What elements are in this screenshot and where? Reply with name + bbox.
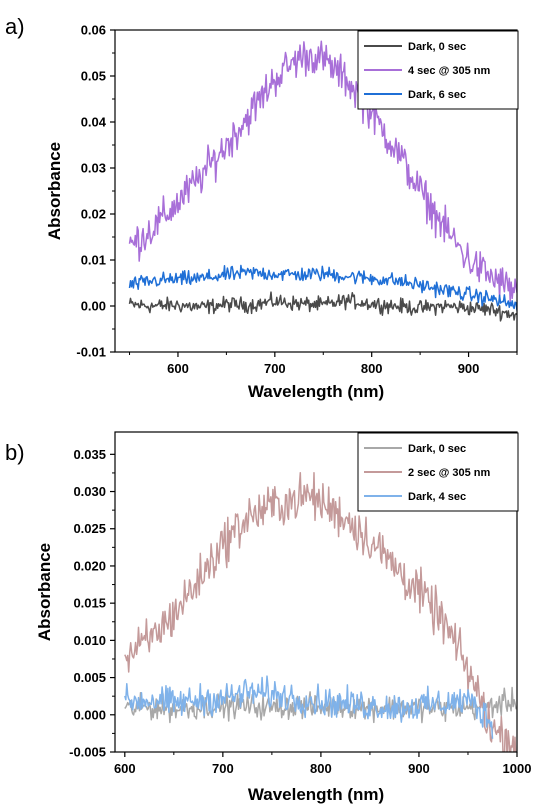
panel-a-y-tick-label: 0.06 bbox=[81, 23, 106, 38]
panel-a-y-tick-label: 0.00 bbox=[81, 299, 106, 314]
panel-b-y-tick-label: 0.015 bbox=[73, 596, 106, 611]
panel-b-letter: b) bbox=[5, 440, 25, 465]
panel-a-y-tick-label: 0.02 bbox=[81, 207, 106, 222]
panel-a-legend-label-1: Dark, 0 sec bbox=[408, 41, 466, 53]
panel-b-plot-frame bbox=[114, 431, 518, 753]
panel-b-x-tick-label: 600 bbox=[114, 761, 136, 776]
panel-a-x-axis-title: Wavelength (nm) bbox=[248, 382, 384, 401]
panel-a-y-tick-label: -0.01 bbox=[76, 345, 106, 360]
panel-b-legend-label-3: Dark, 4 sec bbox=[408, 491, 466, 503]
panel-b-series-line-1 bbox=[124, 686, 517, 724]
panel-a-legend-label-3: Dark, 6 sec bbox=[408, 89, 466, 101]
panel-a-x-tick-label: 900 bbox=[458, 361, 480, 376]
panel-a-y-tick-label: 0.03 bbox=[81, 161, 106, 176]
panel-b-y-tick-label: -0.005 bbox=[69, 745, 106, 760]
panel-a-series-line-3 bbox=[128, 264, 517, 311]
panel-b-x-tick-label: 1000 bbox=[503, 761, 532, 776]
panel-a-y-axis-title: Absorbance bbox=[45, 142, 64, 240]
panel-b-chart: b) 600 700 800 900 1000 -0.005 0.000 0.005 0.010… bbox=[5, 431, 532, 804]
panel-b-y-tick-label: 0.035 bbox=[73, 447, 106, 462]
panel-b-series-line-3 bbox=[124, 675, 494, 739]
panel-b-x-tick-label: 700 bbox=[212, 761, 234, 776]
panel-a-x-tick-label: 800 bbox=[361, 361, 383, 376]
panel-a-series-line-1 bbox=[128, 291, 517, 322]
panel-b-y-tick-label: 0.020 bbox=[73, 558, 106, 573]
panel-b-series-line-2 bbox=[124, 471, 517, 752]
panel-b-y-tick-label: 0.030 bbox=[73, 484, 106, 499]
panel-a-series-line-2 bbox=[128, 40, 517, 302]
panel-b-series-group bbox=[124, 471, 517, 752]
panel-a-y-tick-label: 0.05 bbox=[81, 69, 106, 84]
panel-a-y-tick-label: 0.04 bbox=[81, 115, 107, 130]
panel-b-y-tick-label: 0.025 bbox=[73, 521, 106, 536]
panel-a-letter: a) bbox=[5, 14, 25, 39]
panel-b-x-tick-label: 900 bbox=[408, 761, 430, 776]
panel-a-chart: a) 600 700 800 900 -0.01 0.00 0.01 0.02 0.03 0.04… bbox=[5, 14, 519, 401]
panel-a-series-group bbox=[128, 40, 517, 322]
panel-a-y-tick-label: 0.01 bbox=[81, 253, 106, 268]
panel-a-legend-label-2: 4 sec @ 305 nm bbox=[408, 65, 490, 77]
panel-b-x-axis-title: Wavelength (nm) bbox=[248, 785, 384, 804]
panel-b-y-tick-label: 0.010 bbox=[73, 633, 106, 648]
panel-b-y-axis-title: Absorbance bbox=[35, 543, 54, 641]
panel-b-y-tick-label: 0.000 bbox=[73, 707, 106, 722]
panel-b-legend-label-2: 2 sec @ 305 nm bbox=[408, 467, 490, 479]
panel-a-x-tick-label: 700 bbox=[264, 361, 286, 376]
panel-b-legend-label-1: Dark, 0 sec bbox=[408, 443, 466, 455]
panel-a-x-tick-label: 600 bbox=[167, 361, 189, 376]
panel-b-y-tick-label: 0.005 bbox=[73, 670, 106, 685]
panel-b-x-tick-label: 800 bbox=[310, 761, 332, 776]
